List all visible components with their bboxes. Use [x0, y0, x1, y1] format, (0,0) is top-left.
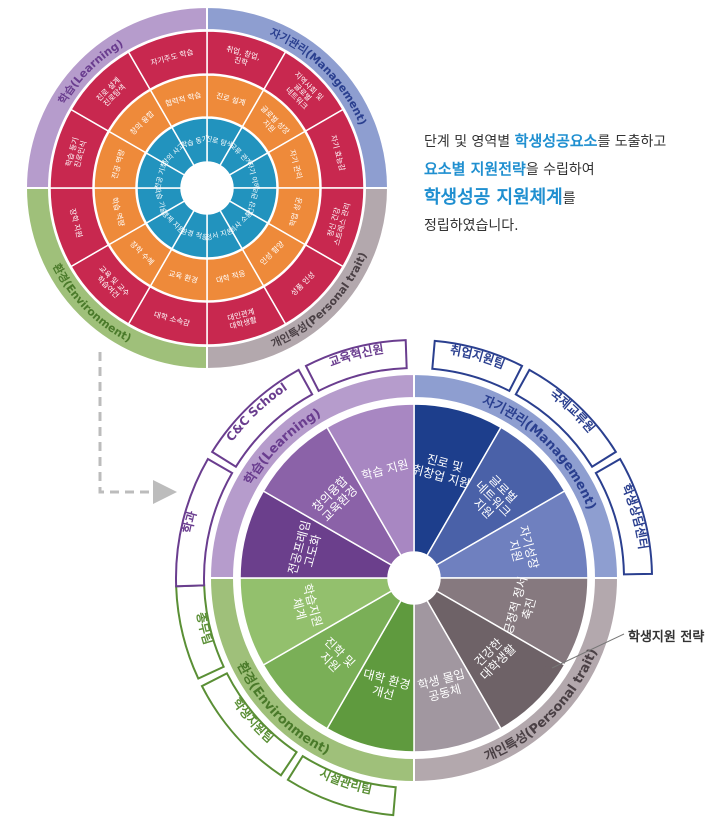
callout-label: 학생지원 전략 [628, 630, 705, 645]
callout-dot [543, 666, 553, 676]
strategy-sector [262, 426, 403, 567]
inner-ring-segment [170, 117, 208, 167]
intro-line-3: 학생성공 지원체계를 [424, 187, 576, 208]
office-box [594, 457, 653, 576]
intro-line-2: 요소별 지원전략을 수립하여 [424, 160, 595, 178]
strategy-sector [239, 489, 393, 579]
strategy-sector [413, 403, 503, 557]
top-wheel-hub [182, 163, 232, 213]
strategy-sector [435, 489, 589, 579]
highlight-success-factors: 학생성공요소 [514, 132, 598, 150]
intro-line-1: 단계 및 영역별 학생성공요소를 도출하고 [424, 132, 667, 150]
office-box [304, 339, 408, 393]
middle-ring-segment [149, 74, 208, 128]
strategy-sector [425, 426, 566, 567]
highlight-system: 학생성공 지원체계 [424, 187, 563, 208]
office-box [175, 457, 234, 588]
bottom-wheel-hub [390, 554, 438, 602]
office-box [200, 671, 298, 777]
strategy-sector [325, 599, 415, 753]
domain-band-learning [208, 372, 415, 579]
office-label: 학과 [180, 509, 200, 534]
office-box [514, 368, 618, 469]
callout-line [551, 633, 625, 669]
strategy-sector [413, 599, 503, 753]
top-wheel: 자기관리(Management)개인특성(Personal trait)환경(E… [24, 5, 390, 371]
highlight-strategies: 요소별 지원전략 [424, 160, 526, 178]
office-box [210, 368, 314, 469]
office-box [431, 339, 524, 393]
connector-arrow [98, 352, 177, 504]
outer-ring-segment [127, 30, 208, 91]
intro-line-4: 정립하였습니다. [424, 218, 519, 234]
strategy-label: 글로벌네트워크지원 [463, 469, 524, 530]
domain-band-learning [24, 5, 208, 189]
strategy-sector [239, 577, 393, 667]
strategy-sector [425, 589, 566, 730]
intro-text: 단계 및 영역별 학생성공요소를 도출하고 요소별 지원전략을 수립하여 학생성… [424, 128, 714, 240]
strategy-sector [325, 403, 415, 557]
office-box [286, 754, 397, 817]
strategy-sector [262, 589, 403, 730]
